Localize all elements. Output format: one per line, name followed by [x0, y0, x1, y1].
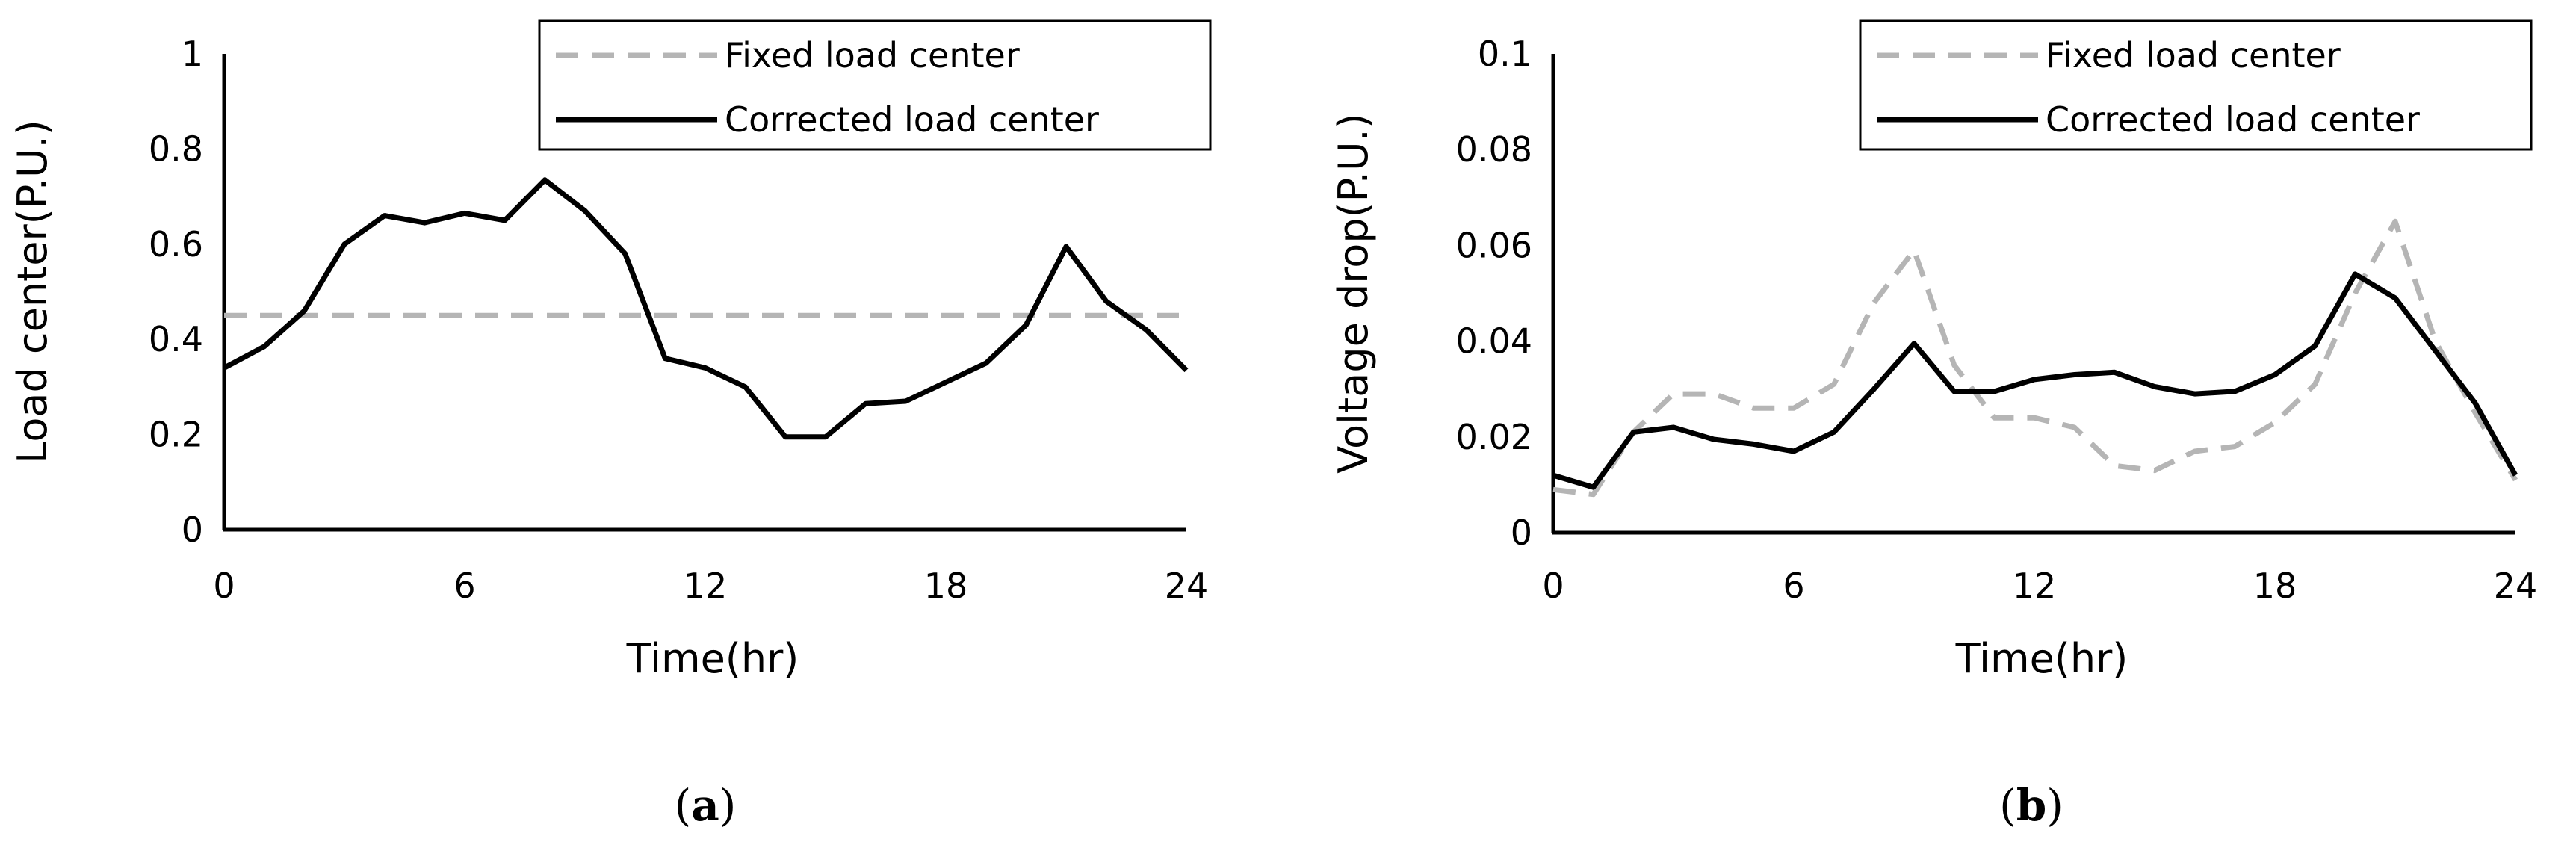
y-tick-label: 1	[182, 34, 203, 74]
series-line-corrected	[223, 177, 1189, 440]
panel-caption-letter: a	[691, 780, 719, 831]
x-tick-label: 24	[1165, 566, 1209, 606]
x-tick-label: 12	[2013, 566, 2057, 606]
chart-panel-b: 0 0.02 0.04 0.06 0.08 0.1 0 6 12 18 24 Time(hr) Volt…	[1330, 19, 2538, 831]
panel-caption: (b)	[1999, 780, 2063, 831]
legend-box	[1859, 19, 2533, 151]
legend-box	[538, 19, 1212, 151]
legend: Fixed load center Corrected load center	[538, 19, 1212, 151]
y-tick-label: 0.04	[1456, 321, 1532, 362]
x-tick-label: 18	[2253, 566, 2297, 606]
legend-label: Corrected load center	[725, 99, 1099, 140]
y-tick-label: 0	[1511, 513, 1532, 553]
legend: Fixed load center Corrected load center	[1859, 19, 2533, 151]
series-line-corrected	[1552, 271, 2518, 490]
y-axis-title: Voltage drop(P.U.)	[1330, 113, 1377, 473]
y-tick-label: 0.2	[149, 415, 203, 455]
y-tick-label: 0.06	[1456, 225, 1532, 265]
y-tick-label: 0.8	[149, 129, 203, 169]
y-tick-label: 0.1	[1478, 34, 1532, 74]
panel-caption: (a)	[675, 780, 737, 831]
x-axis-title: Time(hr)	[626, 635, 799, 682]
y-tick-label: 0.02	[1456, 417, 1532, 457]
y-tick-label: 0.6	[149, 224, 203, 264]
x-axis-title: Time(hr)	[1955, 635, 2128, 682]
series-line-fixed	[1552, 218, 2518, 498]
x-tick-label: 18	[924, 566, 968, 606]
y-axis-title: Load center(P.U.)	[9, 120, 56, 464]
x-tick-label: 0	[213, 566, 235, 606]
panel-caption-letter: b	[2016, 780, 2047, 831]
x-tick-label: 12	[684, 566, 728, 606]
legend-label: Fixed load center	[2046, 35, 2341, 75]
x-tick-label: 0	[1542, 566, 1564, 606]
x-tick-label: 6	[453, 566, 475, 606]
legend-label: Fixed load center	[725, 35, 1020, 75]
x-tick-label: 24	[2494, 566, 2538, 606]
chart-panel-a: 0 0.2 0.4 0.6 0.8 1 0 6 12 18 24 Time(hr) Load cente…	[9, 19, 1212, 831]
y-tick-label: 0.4	[149, 319, 203, 359]
y-tick-label: 0	[182, 510, 203, 550]
y-tick-label: 0.08	[1456, 129, 1532, 170]
x-tick-label: 6	[1783, 566, 1804, 606]
legend-label: Corrected load center	[2046, 99, 2420, 140]
